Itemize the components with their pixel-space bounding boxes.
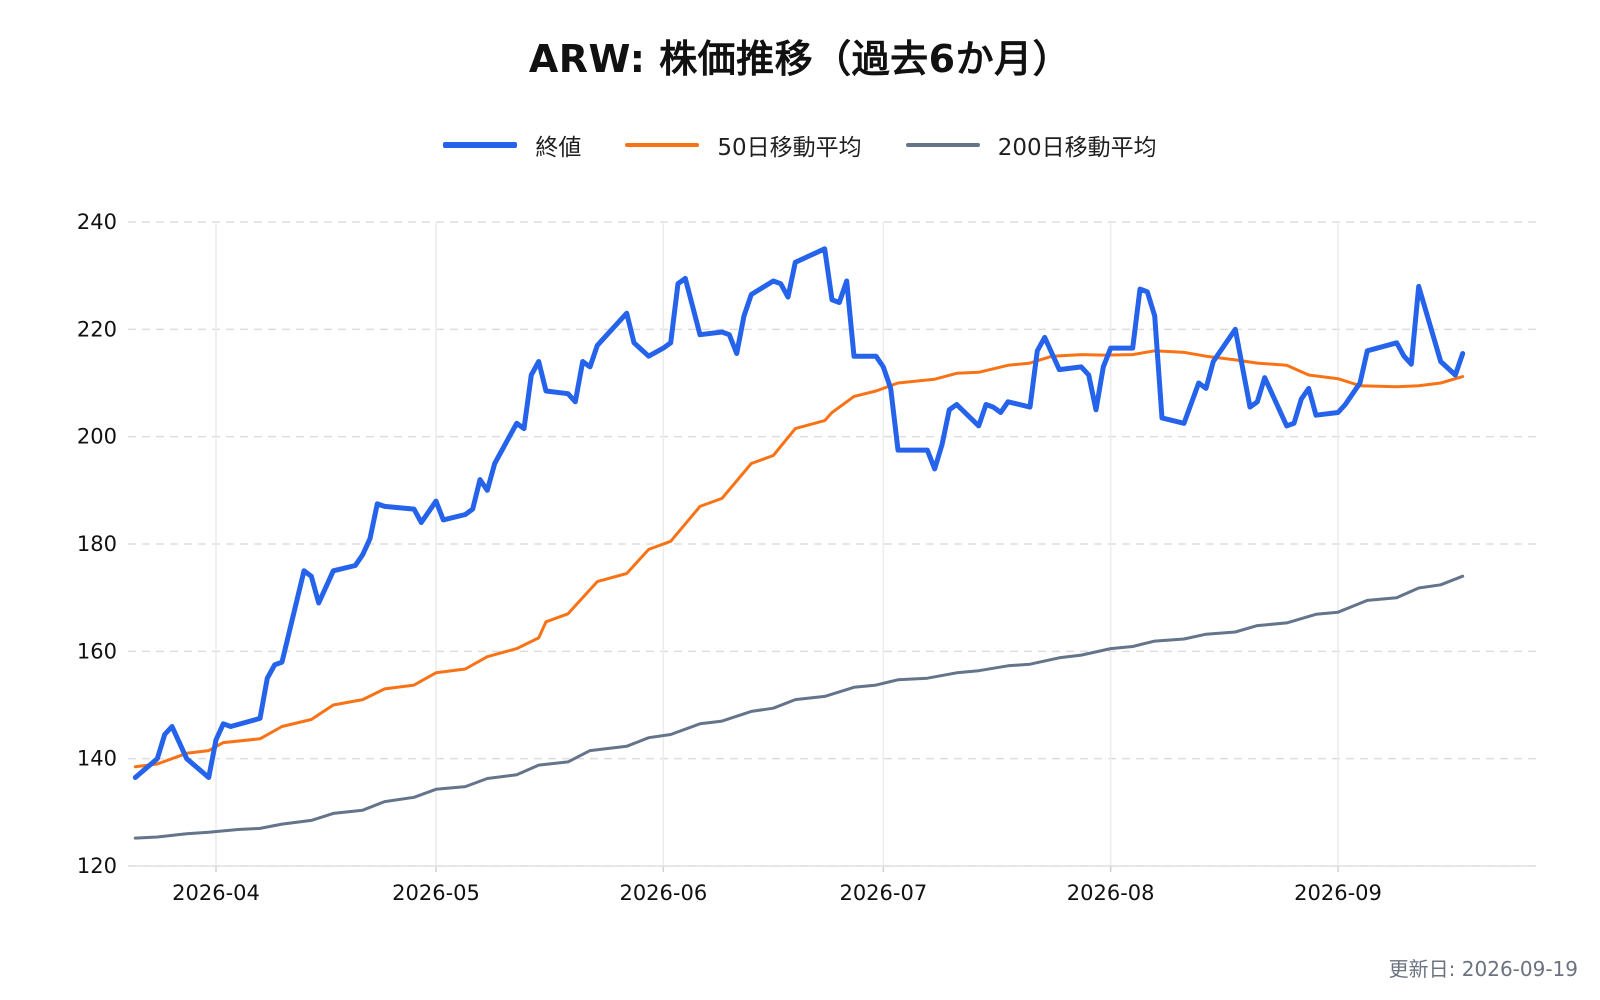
y-tick-label: 120 — [77, 854, 117, 878]
series-ma50-line[interactable] — [133, 349, 1465, 769]
series-ma200-line[interactable] — [133, 574, 1465, 840]
y-tick-label: 180 — [77, 532, 117, 556]
legend-label-ma200: 200日移動平均 — [997, 135, 1157, 161]
legend-label-close: 終値 — [535, 135, 582, 161]
legend-swatch-close — [443, 142, 518, 148]
y-tick-label: 240 — [77, 210, 117, 234]
legend-item-ma200[interactable]: 200日移動平均 — [905, 128, 1157, 162]
y-tick-label: 160 — [77, 639, 117, 663]
y-axis: 120 140 160 180 200 220 240 — [77, 210, 117, 878]
legend-swatch-ma200 — [905, 143, 980, 147]
legend-swatch-ma50 — [625, 143, 700, 147]
x-tick-label: 2026-07 — [839, 881, 927, 905]
x-tick-label: 2026-08 — [1067, 881, 1155, 905]
x-axis: 2026-04 2026-05 2026-06 2026-07 2026-08 2026-… — [128, 865, 1536, 905]
legend: 終値 50日移動平均 200日移動平均 — [0, 128, 1600, 162]
updated-date: 更新日: 2026-09-19 — [1388, 957, 1578, 981]
y-tick-label: 220 — [77, 317, 117, 341]
x-tick-label: 2026-05 — [392, 881, 480, 905]
legend-label-ma50: 50日移動平均 — [717, 135, 862, 161]
x-tick-label: 2026-04 — [172, 881, 260, 905]
x-tick-label: 2026-09 — [1294, 881, 1382, 905]
y-tick-label: 200 — [77, 425, 117, 449]
x-tick-label: 2026-06 — [619, 881, 707, 905]
series-close-line[interactable] — [132, 246, 1466, 780]
y-tick-label: 140 — [77, 747, 117, 771]
legend-item-ma50[interactable]: 50日移動平均 — [625, 128, 862, 162]
legend-item-close[interactable]: 終値 — [443, 128, 581, 162]
series-layer — [132, 246, 1466, 840]
grid — [128, 221, 1536, 867]
chart-title: ARW: 株価推移（過去6か月） — [528, 37, 1072, 81]
